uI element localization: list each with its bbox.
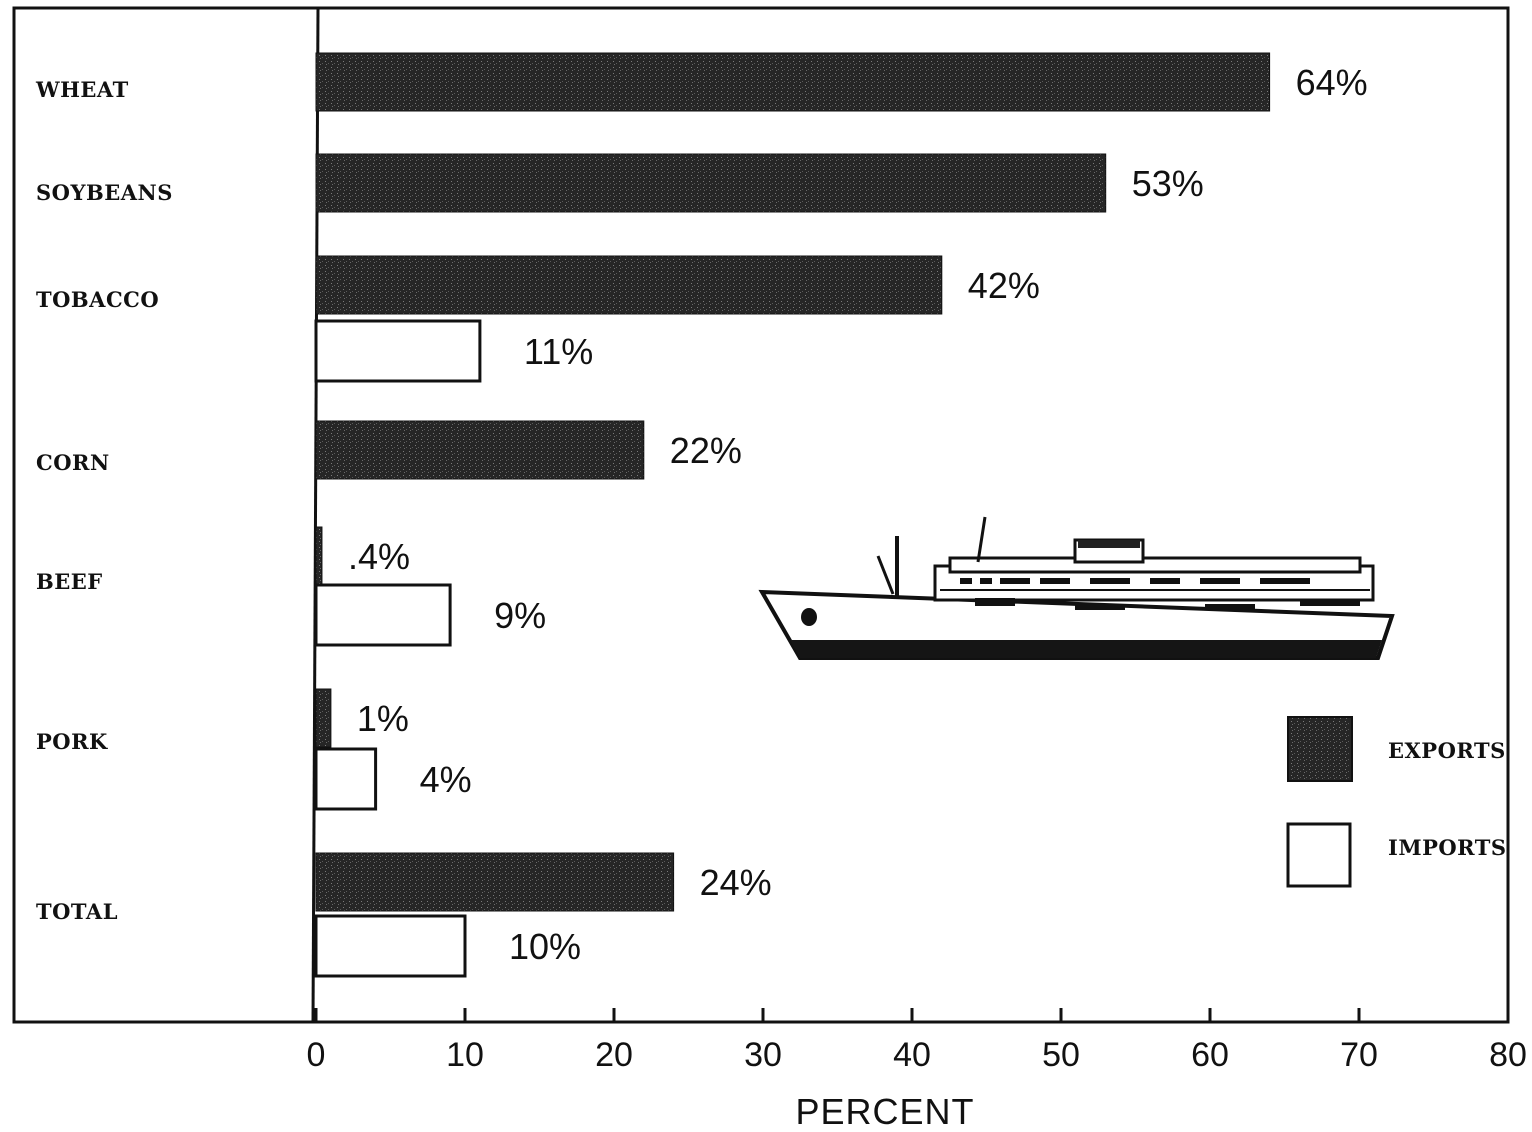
x-tick-label-80: 80	[1489, 1036, 1527, 1074]
cargo-ship-illustration	[758, 516, 1395, 660]
bars: 64% 53% 42% 22% .4% 1% 24% 11% 9% 4% 10%	[314, 52, 1368, 978]
bar-exports-tobacco	[315, 255, 943, 315]
bar-imports-pork	[314, 747, 378, 811]
x-tick-label-30: 30	[744, 1036, 782, 1074]
x-tick-label-70: 70	[1340, 1036, 1378, 1074]
chart-frame	[12, 6, 1510, 1024]
category-label-tobacco: TOBACCO	[36, 287, 159, 312]
value-label-exports-corn: 22%	[670, 430, 742, 471]
category-labels: WHEAT SOYBEANS TOBACCO CORN BEEF PORK TOTAL	[35, 77, 173, 924]
category-label-beef: BEEF	[36, 569, 103, 594]
x-axis: 0 10 20 30 40 50 60 70 80	[307, 1008, 1527, 1074]
value-label-exports-soybeans: 53%	[1132, 163, 1204, 204]
bar-exports-pork	[315, 688, 332, 748]
bar-imports-beef	[314, 583, 452, 647]
x-tick-label-60: 60	[1191, 1036, 1229, 1074]
x-axis-title: PERCENT	[795, 1091, 974, 1132]
category-label-soybeans: SOYBEANS	[36, 180, 173, 205]
value-label-exports-total: 24%	[700, 862, 772, 903]
legend-swatch-exports	[1287, 716, 1353, 782]
category-label-wheat: WHEAT	[35, 77, 129, 102]
x-tick-label-20: 20	[595, 1036, 633, 1074]
bar-exports-corn	[315, 420, 645, 480]
category-label-total: TOTAL	[36, 899, 118, 924]
value-label-imports-beef: 9%	[494, 595, 546, 636]
value-label-exports-wheat: 64%	[1296, 62, 1368, 103]
legend-label-exports: EXPORTS	[1388, 738, 1506, 763]
x-tick-label-10: 10	[446, 1036, 484, 1074]
legend-swatch-imports	[1286, 822, 1352, 888]
bar-exports-wheat	[315, 52, 1271, 112]
x-tick-label-50: 50	[1042, 1036, 1080, 1074]
bar-exports-soybeans	[315, 153, 1107, 213]
value-label-imports-total: 10%	[509, 926, 581, 967]
category-label-pork: PORK	[36, 729, 108, 754]
value-label-exports-pork: 1%	[357, 698, 409, 739]
bar-exports-beef	[315, 526, 323, 586]
bar-exports-total	[315, 852, 675, 912]
value-label-imports-pork: 4%	[420, 759, 472, 800]
x-tick-label-0: 0	[307, 1036, 326, 1074]
value-label-imports-tobacco: 11%	[524, 331, 593, 372]
value-label-exports-beef: .4%	[348, 536, 410, 577]
x-tick-label-40: 40	[893, 1036, 931, 1074]
category-label-corn: CORN	[36, 450, 110, 475]
value-label-exports-tobacco: 42%	[968, 265, 1040, 306]
bar-imports-tobacco	[314, 319, 482, 383]
legend: EXPORTS IMPORTS	[1286, 716, 1507, 888]
bar-imports-total	[314, 914, 467, 978]
legend-label-imports: IMPORTS	[1388, 835, 1507, 860]
